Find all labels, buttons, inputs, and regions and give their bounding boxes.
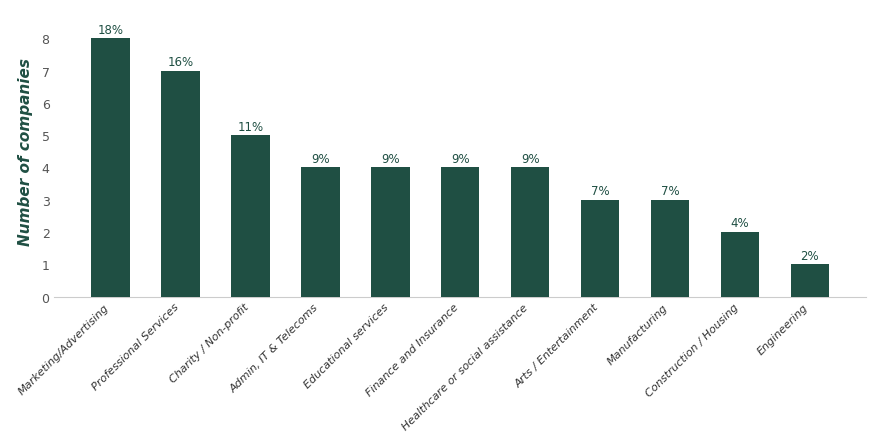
- Text: 7%: 7%: [591, 185, 609, 198]
- Bar: [791, 265, 829, 297]
- Bar: [721, 233, 760, 297]
- Text: 7%: 7%: [661, 185, 679, 198]
- Bar: [581, 200, 619, 297]
- Y-axis label: Number of companies: Number of companies: [18, 58, 33, 246]
- Bar: [371, 168, 409, 297]
- Text: 18%: 18%: [98, 24, 123, 37]
- Text: 9%: 9%: [381, 152, 400, 166]
- Bar: [511, 168, 549, 297]
- Text: 9%: 9%: [521, 152, 540, 166]
- Bar: [441, 168, 479, 297]
- Text: 9%: 9%: [311, 152, 330, 166]
- Text: 2%: 2%: [801, 249, 819, 262]
- Bar: [301, 168, 340, 297]
- Bar: [650, 200, 690, 297]
- Text: 4%: 4%: [731, 217, 749, 230]
- Bar: [92, 39, 130, 297]
- Bar: [162, 71, 200, 297]
- Bar: [231, 136, 270, 297]
- Text: 9%: 9%: [451, 152, 470, 166]
- Text: 11%: 11%: [237, 120, 264, 133]
- Text: 16%: 16%: [168, 56, 194, 69]
